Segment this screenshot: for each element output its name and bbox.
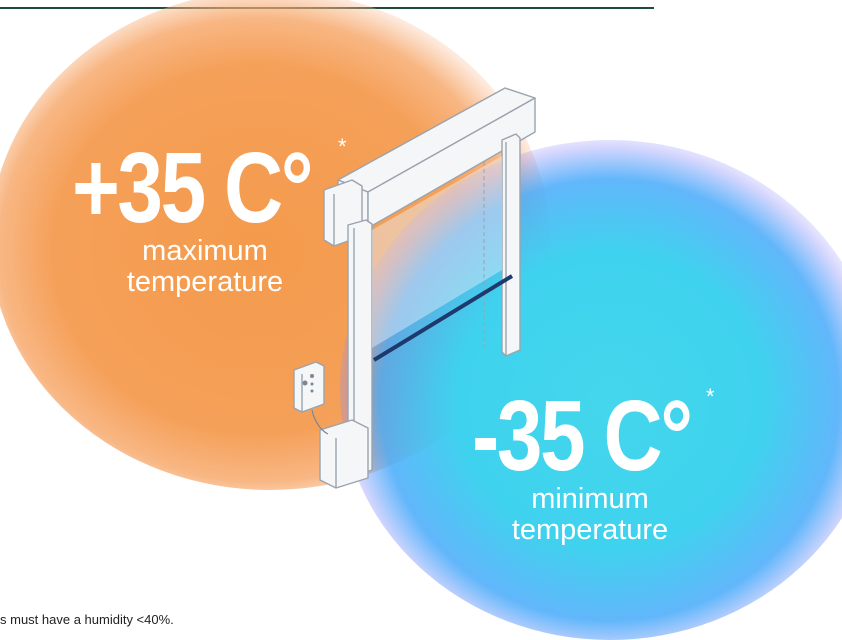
max-asterisk: *: [338, 134, 347, 159]
humidity-footnote: s must have a humidity <40%.: [0, 612, 174, 627]
min-asterisk: *: [706, 384, 715, 409]
cold-glow: [340, 140, 842, 640]
min-label-line1: minimum: [531, 483, 649, 515]
max-label-line2: temperature: [126, 266, 284, 298]
min-temperature-label: minimum temperature: [465, 484, 715, 546]
max-label-line1: maximum: [142, 235, 268, 267]
max-temperature-value: +35 C°: [72, 132, 314, 244]
min-temperature-value: -35 C°: [472, 380, 693, 492]
max-temperature-label: maximum temperature: [80, 236, 330, 298]
min-label-line2: temperature: [511, 514, 669, 546]
rolling-door-icon: [293, 87, 536, 489]
